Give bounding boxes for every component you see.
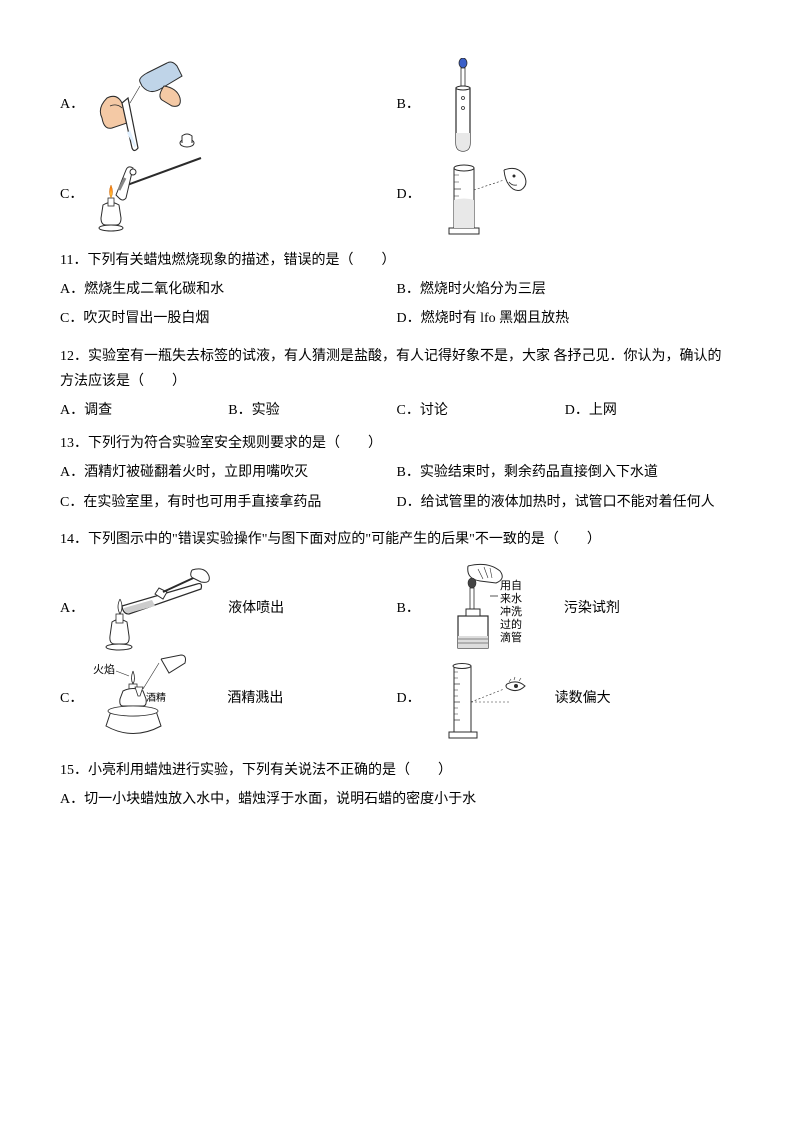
svg-text:冲洗: 冲洗 (500, 604, 522, 618)
option-label: C． (60, 182, 83, 207)
q11-choice-a: A．燃烧生成二氧化碳和水 (60, 277, 397, 302)
q14-row-cd: C． 火焰 酒精 酒精溅出 D． (60, 654, 733, 744)
svg-text:滴管: 滴管 (500, 630, 522, 644)
option-label: D． (397, 182, 421, 207)
q14-option-d: D． (397, 654, 734, 744)
q14-c-caption: 酒精溅出 (227, 686, 283, 711)
q12-choice-c: C．讨论 (397, 398, 565, 423)
q14-option-a: A． 液体喷出 (60, 564, 397, 654)
q14-option-b: B． 用自 来水 冲洗 过的 滴管 (397, 564, 734, 654)
q15-choice-a: A．切一小块蜡烛放入水中，蜡烛浮于水面，说明石蜡的密度小于水 (60, 787, 733, 812)
q13-choice-a: A．酒精灯被碰翻着火时，立即用嘴吹灭 (60, 460, 397, 485)
q13-choice-b: B．实验结束时，剩余药品直接倒入下水道 (397, 460, 734, 485)
q11-stem: 11．下列有关蜡烛燃烧现象的描述，错误的是（ ） (60, 248, 733, 273)
option-label: A． (60, 92, 84, 117)
q14-a-caption: 液体喷出 (228, 596, 284, 621)
q14-row-ab: A． 液体喷出 B． (60, 564, 733, 654)
q10-option-d: D． (397, 150, 734, 240)
option-label: B． (397, 92, 420, 117)
q11-choices: A．燃烧生成二氧化碳和水 B．燃烧时火焰分为三层 C．吹灭时冒出一股白烟 D．燃… (60, 277, 733, 335)
q13-choice-d: D．给试管里的液体加热时，试管口不能对着任何人 (397, 490, 734, 515)
q12-choice-d: D．上网 (565, 398, 733, 423)
q10-option-c: C． (60, 150, 397, 240)
q12-choices: A．调查 B．实验 C．讨论 D．上网 (60, 398, 733, 423)
q11-choice-d: D．燃烧时有 lfo 黑烟且放热 (397, 306, 734, 331)
flame-label: 火焰 (93, 662, 115, 676)
q10-row-cd: C． D． (60, 150, 733, 240)
q10-option-b: B． (397, 60, 734, 150)
q14-b-caption: 污染试剂 (564, 596, 620, 621)
diagram-heating-tube (91, 150, 211, 240)
q12-choice-b: B．实验 (228, 398, 396, 423)
svg-text:来水: 来水 (500, 592, 522, 605)
q15-stem: 15．小亮利用蜡烛进行实验，下列有关说法不正确的是（ ） (60, 758, 733, 783)
q13-choice-c: C．在实验室里，有时也可用手直接拿药品 (60, 490, 397, 515)
q14-option-c: C． 火焰 酒精 酒精溅出 (60, 654, 397, 744)
q14-d-caption: 读数偏大 (555, 686, 611, 711)
q12-stem: 12．实验室有一瓶失去标签的试液，有人猜测是盐酸，有人记得好象不是，大家 各抒己… (60, 344, 733, 394)
q15-choices: A．切一小块蜡烛放入水中，蜡烛浮于水面，说明石蜡的密度小于水 (60, 787, 733, 816)
diagram-test-tube-dropper (428, 60, 498, 150)
q10-option-a: A． (60, 60, 397, 150)
diagram-heating-liquid (92, 564, 222, 654)
option-label: D． (397, 686, 421, 711)
option-label: C． (60, 686, 83, 711)
q10-row-ab: A． B． (60, 60, 733, 150)
q12-choice-a: A．调查 (60, 398, 228, 423)
note-line: 用自 (500, 579, 522, 592)
diagram-pouring-alcohol: 火焰 酒精 (91, 654, 221, 744)
option-label: A． (60, 596, 84, 621)
diagram-cylinder-eye (429, 654, 549, 744)
diagram-pouring (92, 60, 212, 150)
q13-stem: 13．下列行为符合实验室安全规则要求的是（ ） (60, 431, 733, 456)
q13-choices: A．酒精灯被碰翻着火时，立即用嘴吹灭 B．实验结束时，剩余药品直接倒入下水道 C… (60, 460, 733, 518)
q14-stem: 14．下列图示中的"错误实验操作"与图下面对应的"可能产生的后果"不一致的是（ … (60, 527, 733, 552)
option-label: B． (397, 596, 420, 621)
q11-choice-b: B．燃烧时火焰分为三层 (397, 277, 734, 302)
diagram-cylinder-nose (429, 150, 549, 240)
q11-choice-c: C．吹灭时冒出一股白烟 (60, 306, 397, 331)
diagram-dropper-bottle: 用自 来水 冲洗 过的 滴管 (428, 564, 558, 654)
svg-text:过的: 过的 (500, 617, 522, 631)
alcohol-label: 酒精 (146, 691, 166, 704)
